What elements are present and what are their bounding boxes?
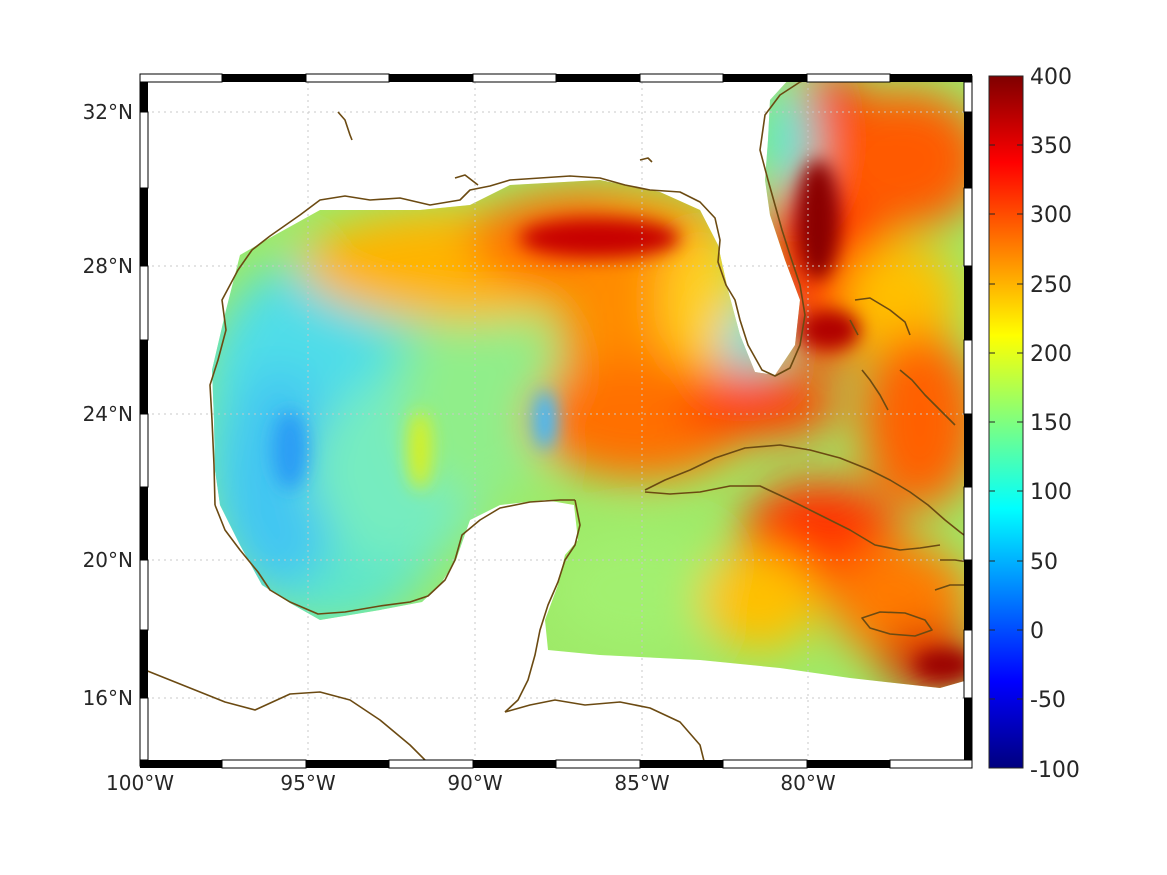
lon-tick-labels: 100°W 95°W 90°W 85°W 80°W	[106, 771, 836, 795]
colorbar-label-100: 100	[1030, 480, 1072, 505]
coastlines	[139, 75, 969, 766]
lon-label-100w: 100°W	[106, 771, 174, 795]
colorbar-label-400: 400	[1030, 65, 1072, 90]
map-frame	[139, 73, 973, 769]
colorbar: 400 350 300 250 200 150 100 50 0 -50 -10…	[988, 65, 1080, 783]
lon-label-85w: 85°W	[614, 771, 669, 795]
data-field	[212, 78, 968, 688]
lon-label-90w: 90°W	[447, 771, 502, 795]
lat-label-32n: 32°N	[83, 100, 133, 124]
lat-label-24n: 24°N	[83, 402, 133, 426]
colorbar-label-minus50: -50	[1030, 688, 1066, 713]
lat-label-20n: 20°N	[83, 548, 133, 572]
lat-label-28n: 28°N	[83, 254, 133, 278]
colorbar-label-150: 150	[1030, 411, 1072, 436]
colorbar-label-minus100: -100	[1030, 758, 1080, 783]
colorbar-label-50: 50	[1030, 550, 1058, 575]
colorbar-label-250: 250	[1030, 273, 1072, 298]
colorbar-label-0: 0	[1030, 619, 1044, 644]
lat-label-16n: 16°N	[83, 686, 133, 710]
lon-label-95w: 95°W	[280, 771, 335, 795]
colorbar-label-300: 300	[1030, 203, 1072, 228]
colorbar-label-200: 200	[1030, 342, 1072, 367]
lat-tick-labels: 32°N 28°N 24°N 20°N 16°N	[83, 100, 133, 710]
grid-lines	[140, 76, 970, 765]
colorbar-label-350: 350	[1030, 134, 1072, 159]
lon-label-80w: 80°W	[780, 771, 835, 795]
